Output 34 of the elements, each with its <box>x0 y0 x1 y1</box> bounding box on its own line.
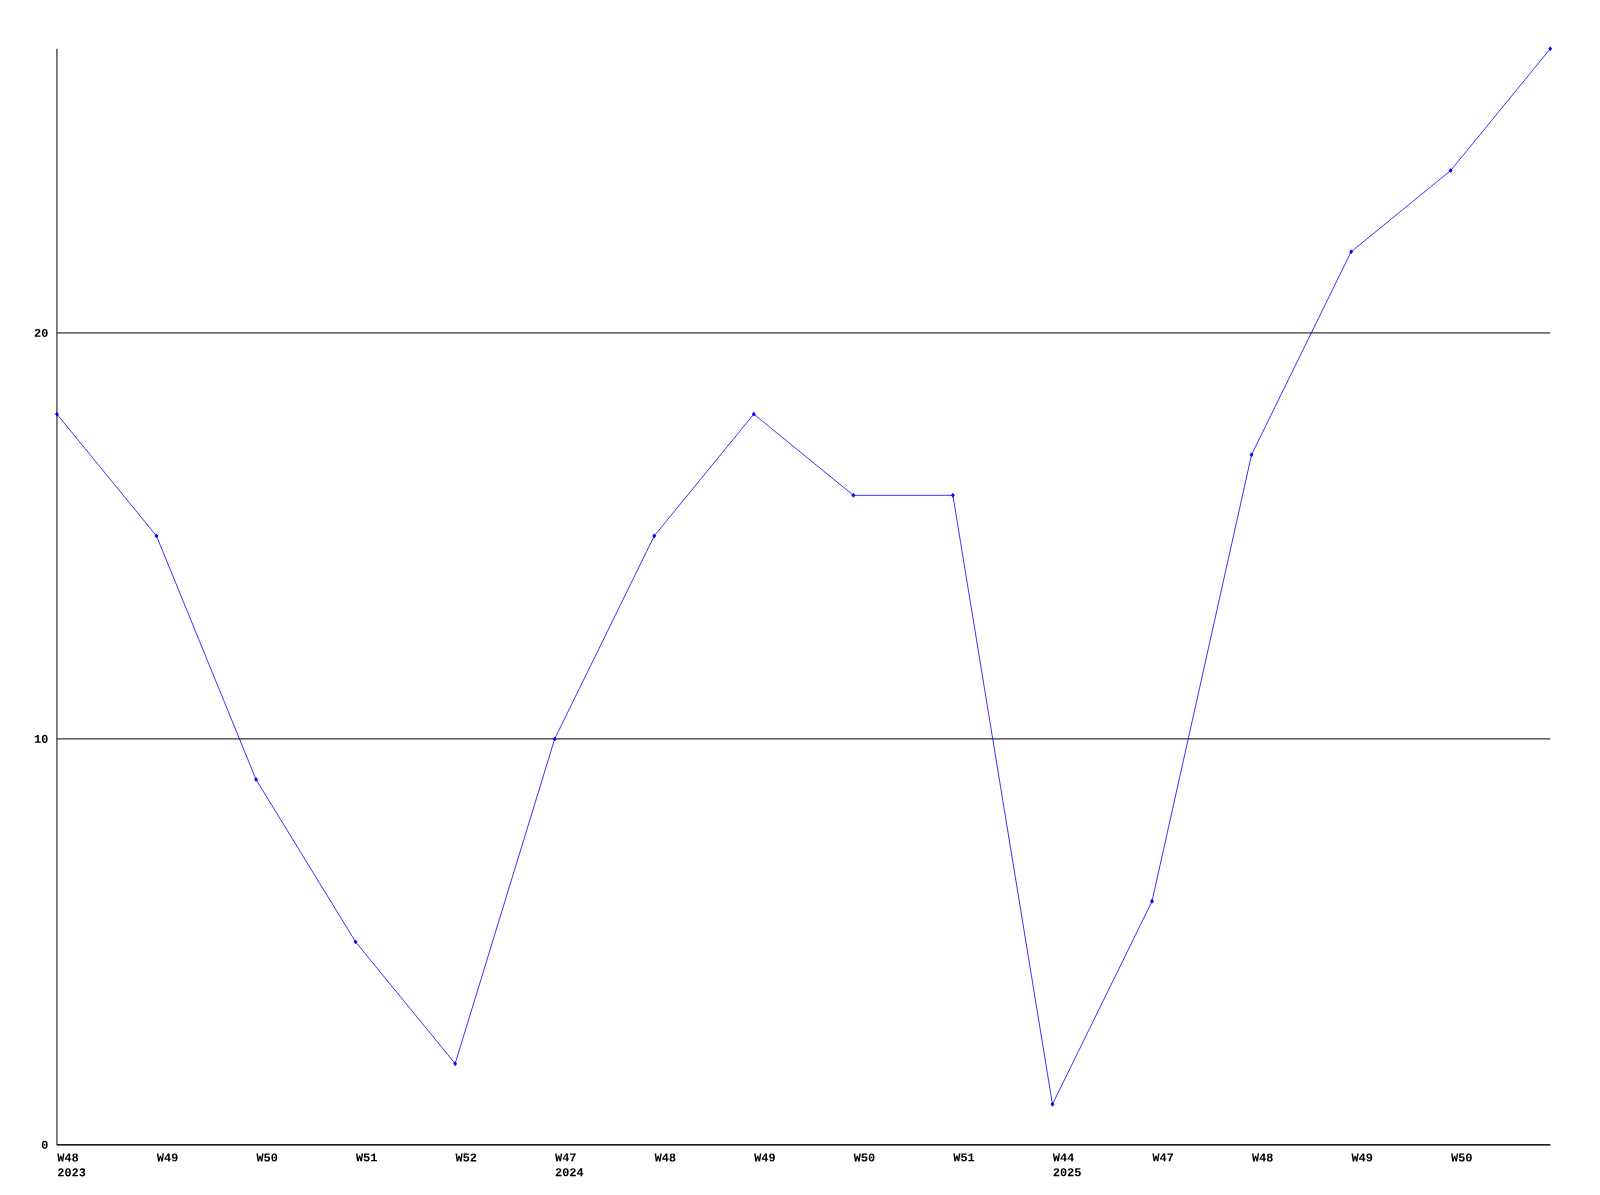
point <box>453 1061 458 1067</box>
x-tick-label: W51 <box>355 1153 377 1162</box>
point <box>552 736 557 742</box>
point <box>55 411 59 417</box>
point <box>1448 168 1453 174</box>
x-tick-label: W47 <box>1152 1153 1174 1162</box>
point <box>652 533 657 539</box>
point <box>851 493 856 498</box>
x-tick-label: W48 <box>1251 1153 1273 1162</box>
point <box>154 533 159 539</box>
x-tick-label: W48 2023 <box>57 1153 86 1177</box>
point <box>1249 452 1254 458</box>
point <box>353 939 358 945</box>
x-tick-label: W48 <box>654 1153 676 1162</box>
point <box>1050 1102 1055 1107</box>
x-tick-label: W47 2024 <box>555 1153 584 1177</box>
x-tick-label: W51 <box>953 1153 975 1162</box>
y-tick-label: 10 <box>34 735 48 744</box>
point <box>1150 899 1154 904</box>
x-tick-label: W50 <box>256 1153 278 1162</box>
x-tick-label: W50 <box>853 1153 875 1162</box>
x-tick-label: W50 <box>1451 1153 1472 1162</box>
y-tick-label: 20 <box>34 329 48 338</box>
x-tick-label: W49 <box>156 1153 178 1162</box>
x-tick-label: W44 2025 <box>1052 1153 1081 1177</box>
x-tick-label: W49 <box>1351 1153 1373 1162</box>
point <box>751 411 756 417</box>
y-tick-label: 0 <box>41 1140 48 1150</box>
point <box>1548 46 1553 52</box>
point <box>951 493 955 498</box>
point <box>1349 249 1353 255</box>
x-tick-label: W52 <box>455 1153 477 1162</box>
x-tick-label: W49 <box>754 1153 775 1162</box>
point <box>254 777 258 783</box>
